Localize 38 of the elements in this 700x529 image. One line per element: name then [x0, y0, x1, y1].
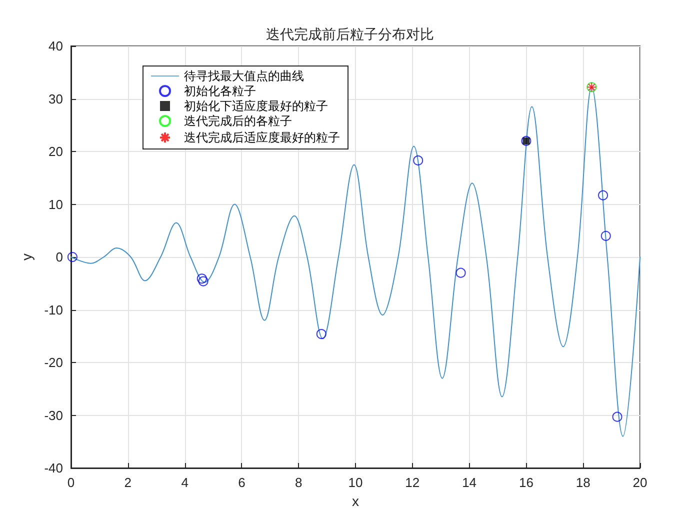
- legend-label: 初始化各粒子: [184, 84, 256, 98]
- x-tick-label: 0: [67, 475, 75, 490]
- legend-label: 待寻找最大值点的曲线: [184, 69, 304, 83]
- point: [196, 274, 207, 284]
- point: [598, 190, 608, 200]
- point: [198, 276, 208, 286]
- x-tick-label: 14: [462, 475, 477, 490]
- point: [600, 230, 611, 241]
- y-axis-title: y: [18, 254, 34, 260]
- legend-label: 初始化下适应度最好的粒子: [184, 99, 328, 113]
- x-axis-title: x: [352, 493, 359, 509]
- legend-label: 迭代完成后的各粒子: [184, 114, 292, 128]
- y-tick-label: 10: [48, 196, 63, 212]
- x-tick-label: 12: [405, 475, 420, 490]
- point: [316, 329, 326, 340]
- y-tick-label: -40: [44, 460, 63, 476]
- x-tick-label: 10: [348, 475, 363, 490]
- chart-title: 迭代完成前后粒子分布对比: [266, 26, 434, 42]
- y-tick-label: -20: [44, 355, 63, 370]
- point: [67, 252, 78, 262]
- x-tick-label: 2: [124, 475, 132, 490]
- x-tick-label: 20: [632, 475, 648, 490]
- y-tick-label: 40: [48, 38, 63, 54]
- x-tick-label: 18: [576, 475, 590, 490]
- y-tick-label: 30: [48, 91, 63, 106]
- point: [413, 155, 424, 166]
- y-tick-label: 20: [48, 144, 63, 159]
- x-tick-label: 16: [518, 475, 534, 490]
- x-tick-label: 4: [181, 475, 188, 490]
- y-tick-label: 0: [56, 250, 63, 264]
- point: [456, 268, 466, 278]
- x-tick-label: 8: [294, 475, 302, 490]
- legend-label: 迭代完成后适应度最好的粒子: [184, 130, 340, 144]
- y-tick-label: -30: [44, 408, 63, 423]
- x-tick-label: 6: [238, 475, 246, 490]
- point: [612, 412, 622, 422]
- y-tick-label: -10: [44, 302, 63, 318]
- line-series: [70, 86, 640, 437]
